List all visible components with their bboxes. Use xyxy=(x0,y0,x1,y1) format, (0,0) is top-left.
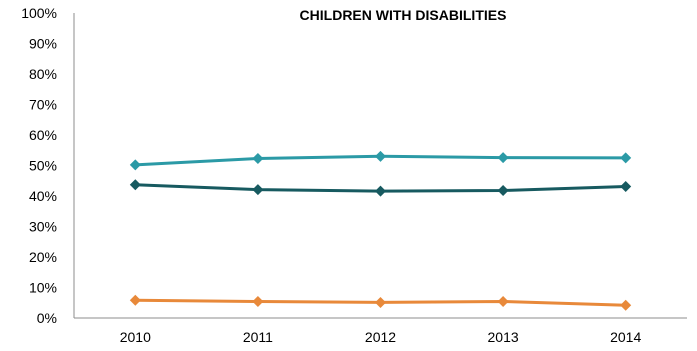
y-tick-label: 90% xyxy=(29,36,57,52)
x-tick-label: 2011 xyxy=(243,329,273,345)
data-point-marker xyxy=(375,296,386,308)
data-point-marker xyxy=(620,299,632,311)
series-layer xyxy=(129,150,632,311)
x-tick-label: 2012 xyxy=(365,329,396,345)
x-tick-label: 2014 xyxy=(610,329,641,345)
data-point-marker xyxy=(375,185,386,197)
data-point-marker xyxy=(620,181,632,193)
data-point-marker xyxy=(129,179,141,191)
y-tick-label: 50% xyxy=(29,158,57,174)
data-point-marker xyxy=(252,152,264,164)
y-tick-label: 40% xyxy=(29,188,57,204)
data-point-marker xyxy=(129,159,141,171)
data-point-marker xyxy=(620,152,632,164)
data-point-marker xyxy=(375,150,386,162)
y-tick-label: 80% xyxy=(29,66,57,82)
y-tick-label: 100% xyxy=(21,5,57,21)
data-point-marker xyxy=(129,294,141,306)
x-tick-label: 2010 xyxy=(120,329,151,345)
y-axis-ticks: 0% 10% 20% 30% 40% 50% 60% 70% 80% 90% 100% xyxy=(21,5,57,326)
x-axis-ticks: 2010 2011 2012 2013 2014 xyxy=(120,329,642,345)
data-point-marker xyxy=(252,184,264,196)
y-tick-label: 30% xyxy=(29,219,57,235)
data-point-marker xyxy=(497,152,509,164)
x-tick-label: 2013 xyxy=(488,329,519,345)
data-point-marker xyxy=(497,296,509,308)
y-tick-label: 20% xyxy=(29,249,57,265)
y-tick-label: 70% xyxy=(29,97,57,113)
chart-title: CHILDREN WITH DISABILITIES xyxy=(300,7,507,23)
data-point-marker xyxy=(497,185,509,197)
y-tick-label: 10% xyxy=(29,280,57,296)
data-point-marker xyxy=(252,296,264,308)
y-tick-label: 0% xyxy=(37,310,57,326)
y-tick-label: 60% xyxy=(29,127,57,143)
